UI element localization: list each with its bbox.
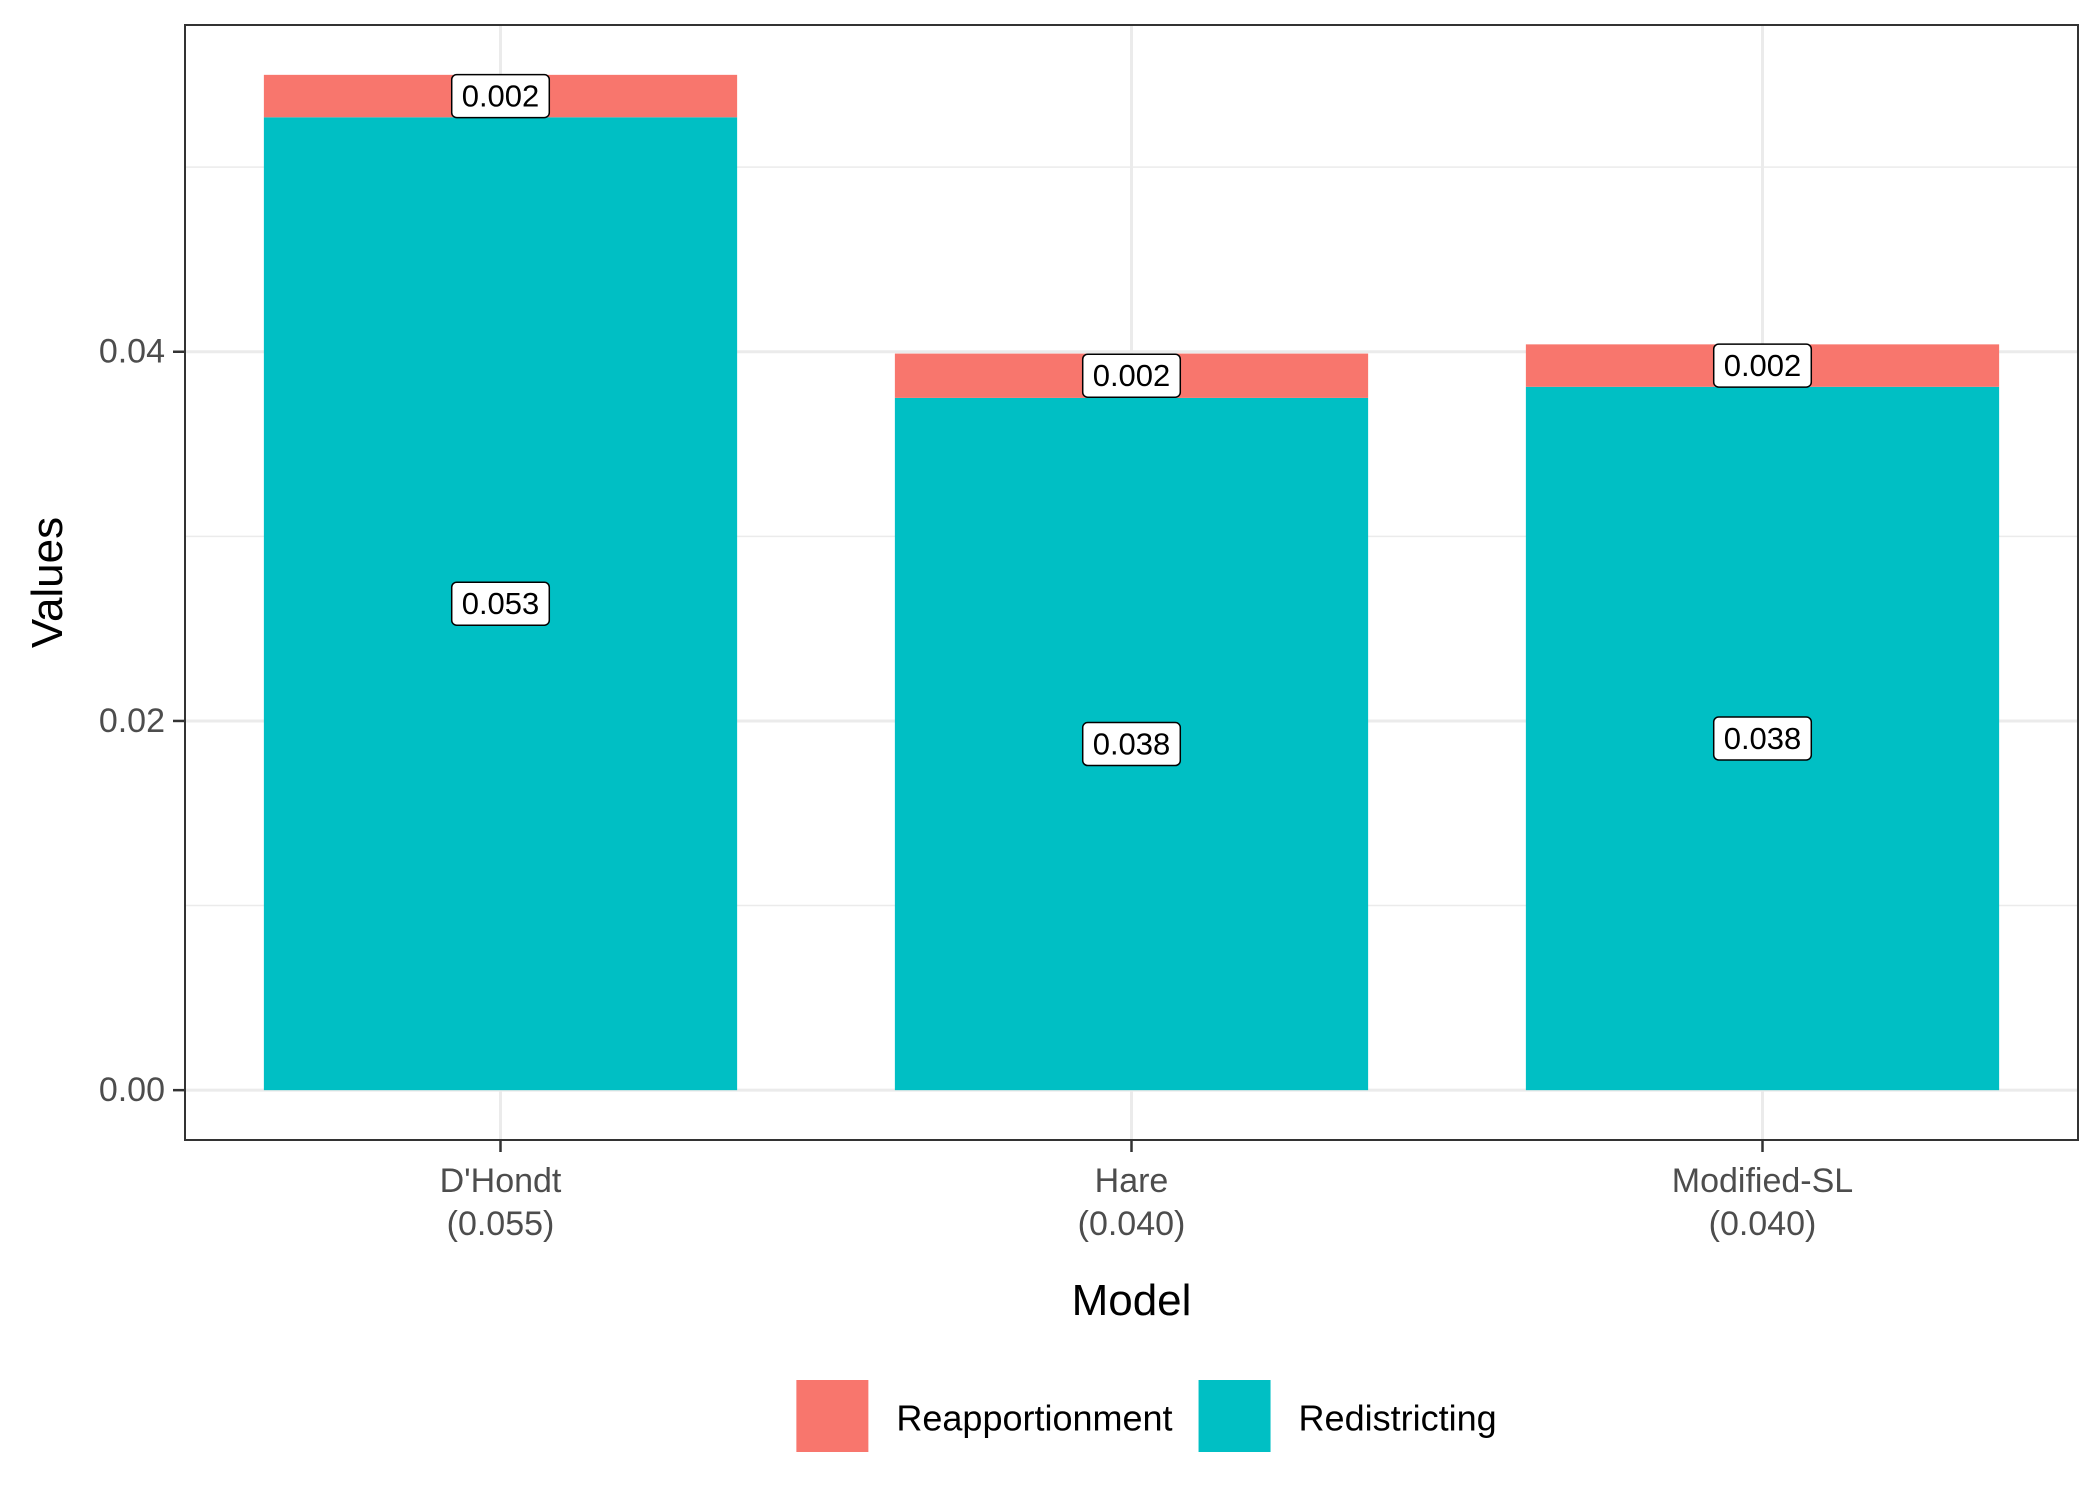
x-axis: D'Hondt (0.055) Hare (0.040) Modified-SL (0.0… [440, 1140, 1853, 1243]
legend-key-reapportionment [796, 1380, 869, 1452]
y-tick-label: 0.04 [99, 333, 165, 371]
bar-label-redistricting-2: 0.038 [1712, 716, 1813, 761]
bar-label-reapportionment-0: 0.002 [450, 73, 551, 119]
bar-label-reapportionment-2: 0.002 [1712, 343, 1813, 388]
bar-label-reapportionment-1-text: 0.002 [1093, 358, 1171, 393]
bar-label-redistricting-0-text: 0.053 [462, 586, 540, 621]
bar-labels: 0.053 0.002 0.038 0.002 0.038 0.002 [450, 73, 1813, 767]
bar-label-reapportionment-2-text: 0.002 [1724, 348, 1802, 383]
x-tick-total: (0.055) [447, 1205, 555, 1243]
x-tick-label: D'Hondt [440, 1162, 562, 1200]
legend-key-redistricting [1198, 1380, 1271, 1452]
bar-label-redistricting-2-text: 0.038 [1724, 721, 1802, 756]
bar-label-redistricting-2-box [1712, 716, 1813, 761]
x-tick-label: Hare [1095, 1162, 1169, 1200]
legend-label-reapportionment: Reapportionment [896, 1398, 1172, 1439]
bar-label-redistricting-1-text: 0.038 [1093, 727, 1171, 762]
y-axis-title: Values [23, 517, 72, 648]
x-axis-title: Model [1072, 1276, 1192, 1325]
y-tick-label: 0.02 [99, 702, 165, 740]
bar-label-redistricting-1-box [1081, 721, 1182, 767]
legend: Reapportionment Redistricting [796, 1380, 1497, 1452]
bar-label-reapportionment-1-box [1081, 353, 1182, 398]
x-tick-total: (0.040) [1078, 1205, 1186, 1243]
bar-label-reapportionment-0-box [450, 73, 551, 119]
bar-label-redistricting-1: 0.038 [1081, 721, 1182, 767]
bar-label-reapportionment-1: 0.002 [1081, 353, 1182, 398]
bar-label-redistricting-0-box [450, 581, 551, 626]
bar-label-reapportionment-0-text: 0.002 [462, 79, 540, 114]
y-tick-label: 0.00 [99, 1071, 165, 1109]
bar-label-reapportionment-2-box [1712, 343, 1813, 388]
x-tick-total: (0.040) [1709, 1205, 1817, 1243]
y-axis: 0.00 0.02 0.04 [99, 333, 185, 1109]
x-tick-label: Modified-SL [1672, 1162, 1853, 1200]
legend-label-redistricting: Redistricting [1299, 1398, 1497, 1439]
bar-label-redistricting-0: 0.053 [450, 581, 551, 626]
